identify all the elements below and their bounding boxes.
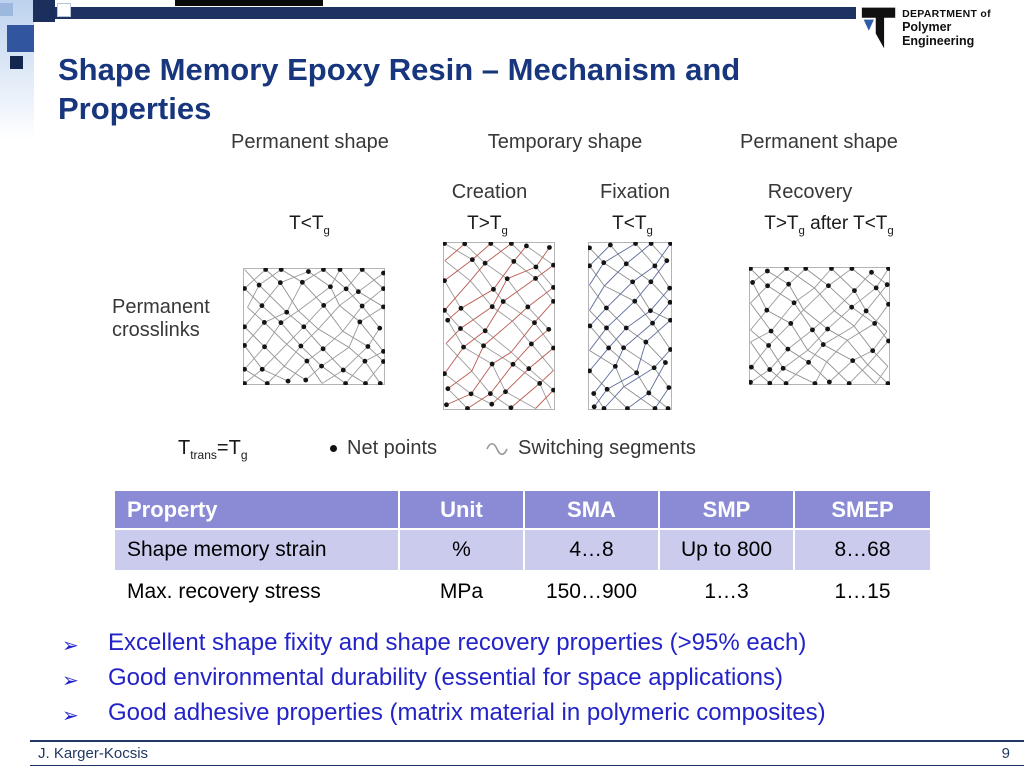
logo-text: DEPARTMENT of Polymer Engineering [902, 8, 1024, 49]
stage-label-permanent-2: Permanent shape [740, 131, 898, 153]
phase-label-recovery: Recovery [767, 181, 853, 203]
legend-switching-label: Switching segments [518, 437, 696, 459]
bullet-text: Excellent shape fixity and shape recover… [108, 629, 807, 656]
switching-segment-icon [486, 442, 508, 455]
legend-switching-segments: Switching segments [486, 437, 696, 460]
deco-square-outline [57, 3, 71, 17]
bullet-list: ➢ Excellent shape fixity and shape recov… [62, 629, 992, 728]
temp-label-3: T<Tg [612, 213, 653, 237]
properties-table: Property Unit SMA SMP SMEP Shape memory … [115, 491, 930, 614]
table-header-smp: SMP [660, 491, 795, 530]
table-cell: Max. recovery stress [115, 572, 400, 614]
logo-text-line2: Polymer Engineering [902, 19, 975, 49]
top-bar [35, 7, 1024, 19]
table-cell: % [400, 530, 525, 572]
bullet-item: ➢ Excellent shape fixity and shape recov… [62, 629, 992, 658]
stage-label-temporary: Temporary shape [487, 131, 643, 153]
footer-author: J. Karger-Kocsis [38, 745, 149, 762]
permanent-crosslinks-line2: crosslinks [112, 319, 200, 341]
logo-text-line1: DEPARTMENT of [902, 7, 991, 20]
deco-square-lightblue [0, 3, 13, 16]
footer-page-number: 9 [1001, 745, 1010, 762]
temp-label-2: T>Tg [467, 213, 508, 237]
network-permanent-recovered [749, 267, 890, 385]
trans-temperature-label: Ttrans=Tg [178, 437, 248, 462]
deco-square-blue [7, 25, 34, 52]
bullet-text: Good adhesive properties (matrix materia… [108, 699, 826, 726]
table-header-sma: SMA [525, 491, 660, 530]
arrow-bullet-icon: ➢ [62, 635, 79, 657]
slide-title: Shape Memory Epoxy Resin – Mechanism and… [58, 52, 741, 127]
deco-square-dark [10, 56, 23, 69]
permanent-crosslinks-label: Permanent crosslinks [112, 296, 252, 342]
table-cell: Shape memory strain [115, 530, 400, 572]
bullet-text: Good environmental durability (essential… [108, 664, 784, 691]
phase-label-fixation: Fixation [599, 181, 671, 203]
network-temporary-creation [443, 242, 555, 410]
temp-label-4: T>Tg after T<Tg [764, 213, 894, 237]
permanent-crosslinks-line1: Permanent [112, 296, 210, 318]
footer-line [30, 740, 1024, 742]
bullet-item: ➢ Good environmental durability (essenti… [62, 664, 992, 693]
arrow-bullet-icon: ➢ [62, 705, 79, 727]
bullet-item: ➢ Good adhesive properties (matrix mater… [62, 699, 992, 728]
legend-net-points-label: Net points [347, 437, 438, 459]
table-cell: 4…8 [525, 530, 660, 572]
table-header-unit: Unit [400, 491, 525, 530]
table-cell: 8…68 [795, 530, 930, 572]
table-cell: Up to 800 [660, 530, 795, 572]
table-cell: MPa [400, 572, 525, 614]
temp-label-1: T<Tg [289, 213, 330, 237]
stage-label-permanent-1: Permanent shape [231, 131, 389, 153]
network-temporary-fixation [588, 242, 672, 410]
table-header-property: Property [115, 491, 400, 530]
top-black-strip [175, 0, 323, 6]
left-gradient [0, 0, 34, 140]
deco-square-navy [33, 0, 55, 22]
net-point-icon [330, 445, 337, 452]
table-cell: 1…15 [795, 572, 930, 614]
legend-net-points: Net points [330, 437, 437, 460]
logo: DEPARTMENT of Polymer Engineering [856, 0, 1024, 56]
logo-t-icon [861, 7, 896, 49]
arrow-bullet-icon: ➢ [62, 670, 79, 692]
table-cell: 150…900 [525, 572, 660, 614]
table-cell: 1…3 [660, 572, 795, 614]
table-header-smep: SMEP [795, 491, 930, 530]
footer-bottom-line [30, 765, 1024, 766]
network-permanent-initial [243, 268, 385, 385]
phase-label-creation: Creation [451, 181, 528, 203]
